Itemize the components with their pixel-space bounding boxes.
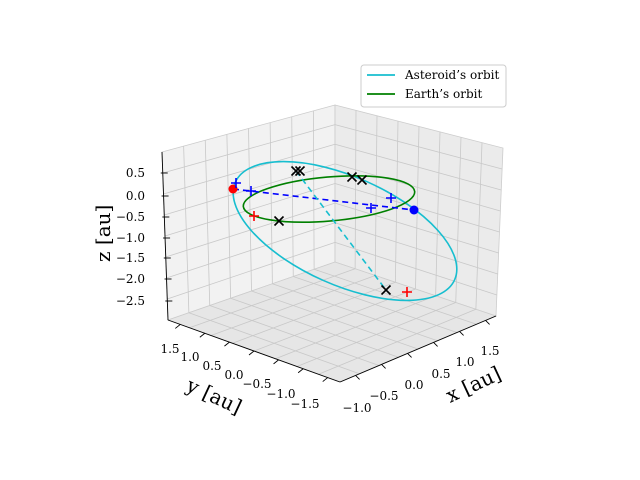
x-tick-label: −0.5 [369, 389, 398, 403]
grid-line-left-vertical [269, 122, 273, 284]
markers [228, 165, 419, 297]
z-axis-line [161, 151, 169, 321]
z-tick-label: −1.5 [116, 251, 145, 265]
grid-line-floor-a [293, 276, 458, 333]
z-axis-ticks: 0.5 0.0 −0.5 −1.0 −1.5 −2.0 −2.5 [116, 166, 173, 308]
legend-label-asteroid: Asteroid’s orbit [404, 68, 499, 82]
y-tick-label: −1.0 [266, 387, 295, 401]
x-tick-mark [485, 320, 490, 325]
blue-dashed-connector [232, 188, 415, 211]
grid-line-floor-a [272, 283, 438, 342]
x-tick-mark [407, 353, 412, 358]
red-plus-marker [402, 287, 412, 297]
y-tick-mark [248, 350, 255, 356]
grid-line-right-horizontal [334, 202, 499, 254]
x-tick-label: 1.5 [480, 344, 499, 358]
z-tick-label: −0.5 [116, 210, 145, 224]
grid-line-left-horizontal [164, 183, 336, 237]
x-tick-label: 1.0 [455, 355, 474, 369]
blue-point-marker [409, 205, 419, 215]
grid-line-floor-b [275, 295, 436, 360]
z-tick-label: 0.0 [126, 189, 145, 203]
black-x-marker [273, 215, 285, 227]
grid-line-left-horizontal [167, 241, 336, 300]
earth-orbit-line [242, 175, 416, 223]
z-tick-label: −2.5 [116, 294, 145, 308]
black-x-marker [380, 284, 392, 296]
x-tick-label: 0.0 [404, 378, 423, 392]
y-tick-mark [175, 324, 181, 329]
blue-plus-marker [231, 178, 241, 188]
cyan-dashed-connector [295, 170, 387, 291]
x-tick-label: 0.5 [431, 367, 450, 381]
z-tick-label: 0.5 [126, 166, 145, 180]
grid-line-floor-a [313, 268, 477, 325]
blue-plus-marker [386, 193, 396, 203]
x-axis-line [339, 315, 497, 383]
y-tick-label: 1.5 [160, 342, 179, 356]
grid-line-right-horizontal [334, 241, 497, 296]
grid-line-left-horizontal [166, 222, 336, 279]
z-tick-label: −1.0 [116, 231, 145, 245]
data-layer [228, 160, 458, 302]
black-x-marker [346, 171, 358, 183]
legend-label-earth: Earth’s orbit [405, 87, 482, 101]
black-x-marker [294, 165, 306, 177]
y-tick-label: 0.0 [224, 368, 243, 382]
grid-line-floor-b [318, 308, 477, 375]
legend: Asteroid’s orbit Earth’s orbit [360, 64, 507, 108]
z-tick-label: −2.0 [116, 272, 145, 286]
x-axis-ticks: −1.0−0.5 0.0 0.5 1.0 1.5 [342, 320, 500, 415]
grid-line-right-vertical [435, 131, 441, 296]
y-tick-mark [297, 368, 304, 374]
blue-plus-marker [366, 203, 376, 213]
black-x-marker [290, 165, 302, 177]
z-axis-label: z [au] [91, 205, 115, 262]
y-axis-ticks: 1.51.00.50.0−0.5−1.0−1.5 [160, 324, 328, 411]
grid-lines [162, 110, 503, 375]
y-tick-mark [199, 332, 206, 338]
grid-line-right-vertical [475, 142, 483, 310]
legend-box [360, 64, 507, 108]
y-tick-label: 1.0 [180, 350, 199, 364]
grid-line-right-horizontal [334, 222, 498, 275]
x-tick-mark [459, 331, 464, 336]
y-tick-mark [322, 377, 328, 382]
y-tick-mark [273, 359, 279, 365]
x-tick-mark [433, 342, 438, 347]
x-tick-label: −1.0 [342, 401, 371, 415]
y-tick-label: 0.5 [202, 359, 221, 373]
black-x-marker [356, 174, 368, 186]
grid-line-left-vertical [291, 116, 294, 277]
y-tick-label: −1.5 [290, 397, 319, 411]
blue-plus-marker [246, 186, 256, 196]
x-tick-mark [355, 375, 360, 380]
grid-line-left-vertical [312, 110, 315, 270]
y-tick-mark [224, 341, 230, 347]
red-plus-marker [249, 211, 259, 221]
y-tick-label: −0.5 [242, 377, 271, 391]
x-tick-mark [381, 364, 386, 369]
grid-line-floor-b [296, 302, 456, 367]
